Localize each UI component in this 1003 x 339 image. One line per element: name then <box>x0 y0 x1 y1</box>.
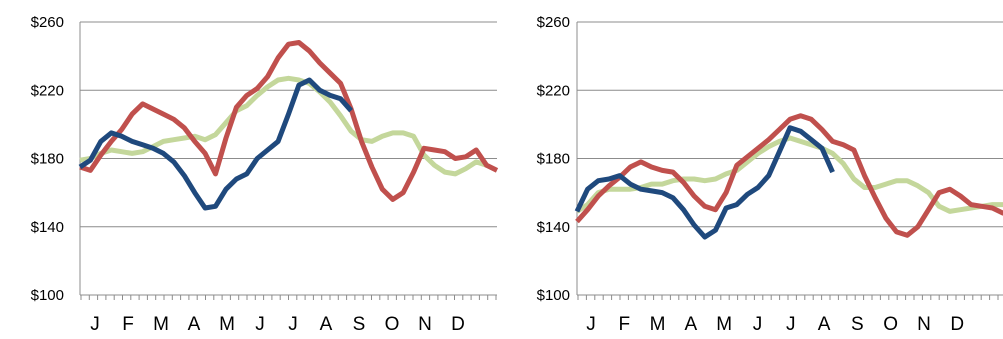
y-tick-label: $140 <box>31 219 64 236</box>
x-tick-label: M <box>716 314 732 335</box>
x-tick-label: O <box>883 314 898 335</box>
x-tick-label: F <box>122 314 134 335</box>
x-tick-label: M <box>153 314 169 335</box>
x-tick-label: M <box>219 314 235 335</box>
x-tick-label: J <box>255 314 265 335</box>
x-tick-label: J <box>90 314 100 335</box>
x-tick-label: F <box>618 314 630 335</box>
series-line <box>575 135 1003 214</box>
series-line <box>575 113 1003 238</box>
x-tick-label: A <box>818 314 831 335</box>
y-tick-label: $180 <box>537 151 570 168</box>
x-tick-label: D <box>451 314 465 335</box>
x-tick-label: N <box>917 314 931 335</box>
x-tick-label: D <box>950 314 964 335</box>
x-tick-label: A <box>320 314 333 335</box>
x-tick-label: S <box>353 314 366 335</box>
y-tick-label: $260 <box>537 14 570 31</box>
y-tick-label: $100 <box>537 287 570 304</box>
x-tick-label: O <box>385 314 400 335</box>
x-tick-label: J <box>786 314 796 335</box>
x-tick-label: S <box>851 314 864 335</box>
series-line <box>574 125 835 240</box>
x-tick-label: A <box>685 314 698 335</box>
x-tick-label: J <box>288 314 298 335</box>
y-tick-label: $260 <box>31 14 64 31</box>
y-tick-label: $100 <box>31 287 64 304</box>
series-line <box>79 40 499 202</box>
x-tick-label: A <box>188 314 201 335</box>
x-tick-label: N <box>418 314 432 335</box>
x-tick-label: J <box>753 314 763 335</box>
y-tick-label: $180 <box>31 151 64 168</box>
x-tick-label: J <box>586 314 596 335</box>
y-tick-label: $140 <box>537 219 570 236</box>
y-tick-label: $220 <box>31 82 64 99</box>
x-tick-label: M <box>650 314 666 335</box>
y-tick-label: $220 <box>537 82 570 99</box>
series-line <box>78 77 353 211</box>
